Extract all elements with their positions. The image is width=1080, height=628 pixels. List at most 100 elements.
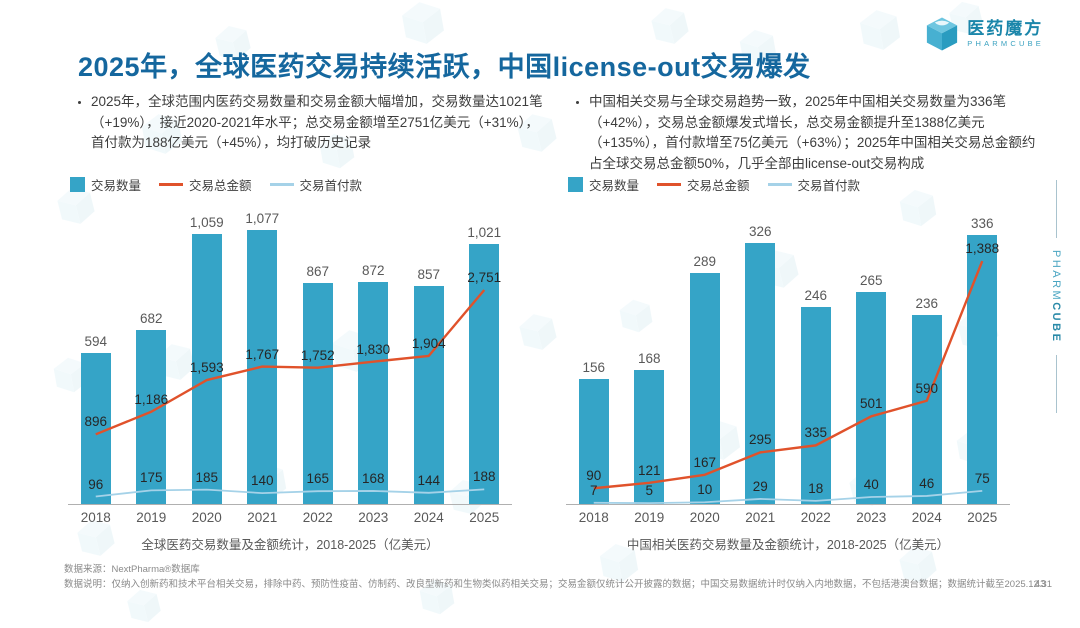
line-value-label: 40 (863, 477, 879, 492)
legend-item-2: 交易首付款 (767, 175, 861, 194)
line-value-label: 2,751 (467, 270, 502, 286)
line-value-label: 46 (919, 475, 935, 491)
x-axis-label-2022: 2022 (302, 510, 333, 525)
x-axis-label-2025: 2025 (967, 510, 998, 525)
x-axis-label-2022: 2022 (800, 510, 831, 525)
bar-2018 (80, 352, 111, 504)
line-value-label: 18 (808, 480, 824, 496)
side-brand-label: PHARMCUBE (1050, 250, 1062, 343)
global-deals-chart: 交易数量 交易总金额 交易首付款 594 682 1,059 1,077 867 872 857… (64, 174, 516, 553)
bar-value-label: 1,077 (245, 210, 280, 226)
line-value-label: 10 (697, 482, 713, 498)
legend-item-0: 交易数量 (70, 175, 141, 194)
slide-title: 2025年，全球医药交易持续活跃，中国license-out交易爆发 (78, 52, 811, 83)
summary-china: 中国相关交易与全球交易趋势一致，2025年中国相关交易数量为336笔（+42%）… (572, 92, 1038, 174)
x-axis-label-2025: 2025 (469, 510, 500, 525)
line-value-label: 5 (645, 483, 653, 499)
total-amount-line (95, 289, 486, 436)
line-value-label: 90 (586, 468, 602, 484)
bar-2022 (800, 307, 831, 504)
bar-2024 (911, 315, 942, 504)
data-source: 数据来源：NextPharma®数据库 (64, 564, 200, 575)
x-axis-label-2019: 2019 (634, 510, 665, 525)
legend-line-swatch (657, 182, 682, 186)
x-axis-label-2023: 2023 (856, 510, 887, 525)
legend-line-swatch (767, 182, 792, 186)
x-axis-label-2020: 2020 (689, 510, 720, 525)
summary-china-text: 中国相关交易与全球交易趋势一致，2025年中国相关交易数量为336笔（+42%）… (589, 92, 1038, 174)
line-series-svg (95, 289, 486, 498)
line-value-label: 1,186 (134, 391, 169, 407)
bar-2021 (745, 243, 776, 504)
line-value-label: 29 (752, 478, 768, 494)
page-number: 43 (1034, 578, 1046, 590)
line-value-label: 1,830 (356, 341, 391, 357)
line-value-label: 165 (306, 471, 330, 487)
bar-value-label: 168 (637, 350, 661, 366)
legend-line-swatch (159, 182, 184, 186)
chart-legend: 交易数量 交易总金额 交易首付款 (64, 174, 516, 194)
pharmcube-logo: 医药魔方 PHARMCUBE (924, 16, 1044, 52)
line-value-label: 185 (195, 469, 219, 485)
bar-2019 (136, 330, 167, 504)
bar-value-label: 867 (306, 264, 330, 280)
legend-item-2: 交易首付款 (269, 175, 363, 194)
watermark-cube-icon (651, 8, 689, 44)
line-value-label: 121 (637, 462, 661, 478)
line-series-svg (593, 260, 984, 505)
summary-global-text: 2025年，全球范围内医药交易数量和交易金额大幅增加，交易数量达1021笔（+1… (91, 92, 552, 154)
chart-plot-area: 156 168 289 326 246 265 236 336 90 121 167 295 335 50… (566, 204, 1010, 505)
side-label-cube: CUBE (1050, 302, 1062, 344)
logo-subtitle: PHARMCUBE (967, 38, 1044, 48)
line-value-label: 175 (139, 470, 163, 486)
bar-2025 (967, 235, 998, 504)
line-value-label: 96 (88, 476, 104, 492)
bar-value-label: 1,021 (467, 225, 502, 241)
line-value-label: 590 (915, 380, 939, 396)
x-axis-label-2021: 2021 (247, 510, 278, 525)
line-value-label: 188 (472, 469, 496, 485)
line-value-label: 140 (250, 473, 274, 489)
bar-value-label: 857 (417, 266, 441, 282)
chart-plot-area: 594 682 1,059 1,077 867 872 857 1,021 896 1,186 1,… (68, 204, 512, 505)
bar-2023 (358, 282, 389, 504)
bar-value-label: 1,059 (189, 215, 224, 231)
chart-caption: 中国相关医药交易数量及金额统计，2018-2025（亿美元） (626, 538, 950, 552)
bar-2020 (191, 234, 222, 504)
upfront-payment-line (95, 488, 485, 498)
logo-text: 医药魔方 PHARMCUBE (967, 19, 1044, 48)
bar-value-label: 682 (139, 311, 163, 327)
line-value-label: 501 (859, 396, 883, 412)
bar-2025 (469, 244, 500, 504)
legend-label: 交易首付款 (797, 178, 861, 193)
watermark-cube-icon (519, 314, 557, 350)
legend-label: 交易数量 (91, 178, 142, 193)
line-value-label: 1,767 (245, 346, 280, 362)
legend-label: 交易首付款 (299, 178, 363, 193)
side-rail: PHARMCUBE (1050, 180, 1062, 414)
line-value-label: 7 (589, 482, 598, 498)
chart-legend: 交易数量 交易总金额 交易首付款 (562, 174, 1014, 194)
cube-logo-icon (927, 17, 958, 51)
x-axis-label-2020: 2020 (191, 510, 222, 525)
bar-value-label: 236 (915, 296, 939, 312)
watermark-cube-icon (859, 10, 901, 50)
line-value-label: 1,904 (411, 335, 446, 351)
x-axis-label-2024: 2024 (911, 510, 942, 525)
side-label-pharm: PHARM (1050, 250, 1062, 303)
legend-bar-swatch (568, 176, 583, 192)
legend-item-0: 交易数量 (568, 175, 639, 194)
line-value-label: 335 (804, 425, 828, 441)
watermark-cube-icon (127, 589, 161, 623)
bar-value-label: 872 (361, 263, 385, 279)
line-value-label: 1,752 (300, 347, 335, 363)
summary-global: 2025年，全球范围内医药交易数量和交易金额大幅增加，交易数量达1021笔（+1… (74, 92, 552, 154)
legend-item-1: 交易总金额 (159, 175, 252, 194)
watermark-cube-icon (402, 2, 444, 44)
bar-value-label: 594 (84, 333, 108, 349)
bar-value-label: 336 (970, 216, 994, 232)
logo-name: 医药魔方 (967, 19, 1044, 39)
line-value-label: 168 (361, 470, 385, 486)
x-axis-labels: 2018 2019 2020 2021 2022 2023 2024 2025 (566, 505, 1010, 527)
legend-label: 交易总金额 (189, 178, 252, 193)
